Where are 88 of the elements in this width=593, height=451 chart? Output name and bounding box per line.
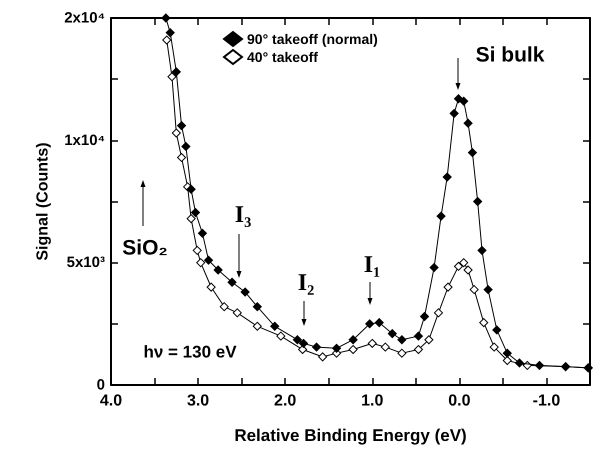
point (468, 148, 477, 158)
point (252, 322, 262, 331)
point (470, 285, 479, 294)
point (365, 319, 374, 328)
annotation: I₁ (364, 252, 380, 278)
point (492, 325, 502, 334)
point (270, 322, 280, 331)
x-tick-label: -1.0 (532, 392, 560, 410)
point (459, 96, 468, 106)
point (298, 345, 308, 354)
point (459, 258, 468, 268)
point (414, 345, 423, 354)
point (368, 338, 377, 348)
point (190, 208, 200, 218)
point (420, 312, 430, 321)
point (414, 332, 423, 341)
point (534, 360, 544, 370)
point (162, 36, 172, 45)
point (464, 118, 473, 128)
x-tick-label: 1.0 (361, 392, 384, 410)
point (388, 329, 397, 338)
point (348, 345, 358, 354)
annotation: I₂ (298, 270, 314, 296)
point (298, 338, 308, 348)
point (220, 302, 229, 312)
annotation: Si bulk (476, 44, 545, 66)
annotation: I₃ (234, 202, 252, 228)
point (196, 258, 206, 268)
point (450, 108, 459, 118)
point (186, 184, 196, 194)
point (332, 344, 342, 353)
y-tick-label: 1x10⁴ (64, 132, 105, 149)
point (206, 282, 216, 292)
point (292, 335, 302, 344)
x-axis-title: Relative Binding Energy (eV) (234, 426, 467, 445)
annotation: hν = 130 eV (143, 342, 238, 362)
point (318, 352, 328, 362)
point (374, 318, 384, 328)
point (397, 348, 406, 358)
point (161, 14, 170, 22)
point (214, 266, 223, 275)
x-tick-label: 2.0 (274, 392, 296, 410)
point (436, 212, 446, 221)
point (172, 67, 181, 76)
point (397, 335, 406, 344)
point (473, 197, 482, 206)
point (181, 142, 190, 151)
point (166, 28, 175, 38)
point (167, 72, 176, 82)
point (276, 332, 286, 341)
point (479, 318, 488, 328)
y-axis-title: Signal (Counts) (34, 142, 52, 261)
point (430, 263, 439, 272)
point (444, 282, 453, 292)
point (177, 121, 186, 130)
point (186, 214, 196, 224)
legend-label: 90° takeoff (normal) (247, 31, 378, 47)
point (232, 308, 242, 318)
point (240, 288, 250, 297)
point (484, 285, 493, 294)
point (204, 256, 214, 265)
point (192, 246, 202, 255)
legend-label: 40° takeoff (247, 49, 318, 65)
point (380, 342, 390, 352)
point (312, 342, 322, 352)
point (514, 358, 524, 368)
point (252, 302, 262, 312)
point (424, 335, 434, 344)
point (454, 262, 463, 271)
x-tick-label: 0.0 (448, 392, 471, 410)
x-tick-label: 3.0 (186, 392, 210, 410)
point (442, 172, 452, 182)
y-tick-label: 5x10³ (66, 254, 105, 272)
point (502, 356, 512, 366)
point (177, 152, 186, 162)
y-tick-label: 0 (96, 376, 105, 394)
point (502, 348, 512, 358)
point (348, 335, 358, 344)
annotation: SiO₂ (122, 236, 168, 260)
point (434, 308, 443, 318)
point (198, 228, 207, 238)
point (478, 246, 487, 255)
y-tick-label: 2x10⁴ (64, 10, 105, 26)
x-tick-label: 4.0 (100, 392, 122, 410)
point (228, 278, 237, 287)
point (490, 342, 499, 352)
point (172, 128, 181, 138)
point (464, 266, 473, 275)
